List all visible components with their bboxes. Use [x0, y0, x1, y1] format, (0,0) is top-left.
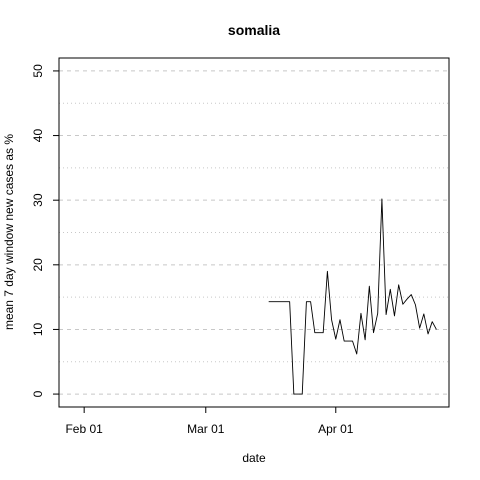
y-axis: 0 10 20 30 40 50 — [31, 64, 59, 397]
y-tick-label: 50 — [31, 64, 45, 78]
y-tick-label: 30 — [31, 193, 45, 207]
y-tick-label: 40 — [31, 129, 45, 143]
series-line — [268, 198, 437, 395]
y-tick-label: 10 — [31, 322, 45, 336]
line-layer — [268, 198, 437, 395]
y-tick-label: 0 — [31, 390, 45, 397]
x-axis-label: date — [242, 451, 266, 465]
y-axis-label: mean 7 day window new cases as % — [2, 134, 16, 330]
x-tick-label: Apr 01 — [318, 422, 354, 436]
x-tick-label: Mar 01 — [187, 422, 225, 436]
chart-title: somalia — [228, 22, 280, 38]
grid — [59, 70, 449, 395]
x-tick-label: Feb 01 — [65, 422, 103, 436]
x-axis: Feb 01 Mar 01 Apr 01 — [65, 407, 354, 436]
plot-frame — [58, 57, 450, 408]
y-tick-label: 20 — [31, 258, 45, 272]
